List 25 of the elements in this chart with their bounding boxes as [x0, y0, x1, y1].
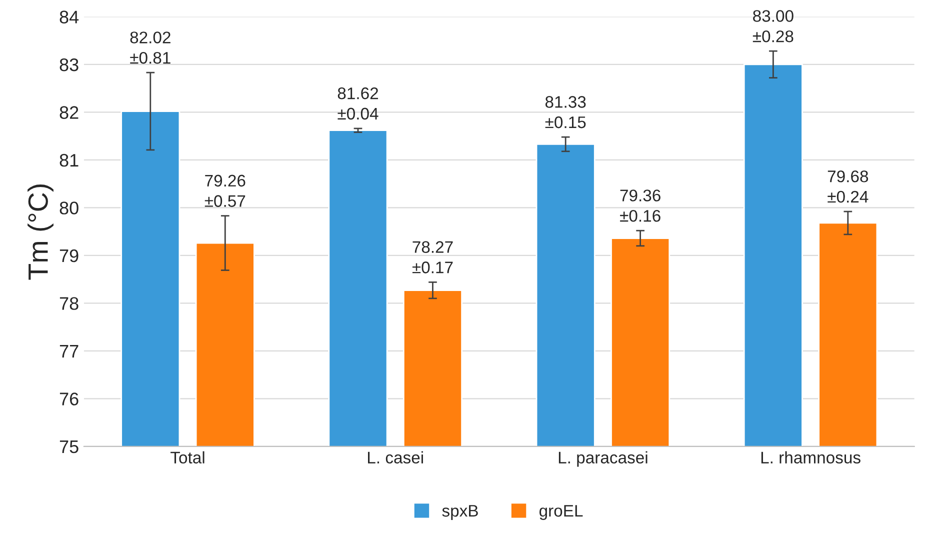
y-tick-label: 79 [60, 249, 78, 262]
x-tick-label: L. paracasei [558, 451, 648, 467]
y-tick-label: 84 [60, 10, 79, 24]
legend-label: spxB [442, 505, 478, 520]
data-label: 78.27 ±0.17 [412, 241, 453, 274]
x-tick-label: L. rhamnosus [761, 451, 860, 464]
y-tick-label: 82 [60, 106, 78, 119]
legend-label: groEL [539, 505, 583, 520]
data-label: 82.02 ±0.81 [130, 32, 170, 64]
data-label: 79.26 ±0.57 [204, 174, 246, 207]
data-label: 81.33 ±0.15 [545, 96, 586, 128]
y-tick-label: 80 [60, 202, 78, 214]
data-label: 79.68 ±0.24 [828, 170, 868, 203]
y-tick-label: 75 [60, 440, 78, 454]
data-label: 81.62 ±0.04 [338, 87, 378, 120]
x-tick-label: L. casei [368, 451, 423, 464]
x-tick-label: Total [170, 451, 204, 464]
y-tick-label: 81 [60, 154, 78, 167]
y-tick-label: 83 [60, 58, 78, 72]
y-axis-title: Tm (°C) [28, 184, 54, 280]
y-tick-label: 76 [60, 392, 78, 406]
y-tick-label: 78 [60, 297, 78, 310]
data-label: 79.36 ±0.16 [620, 190, 660, 222]
data-label: 83.00 ±0.28 [752, 10, 794, 42]
y-tick-label: 77 [60, 345, 78, 358]
